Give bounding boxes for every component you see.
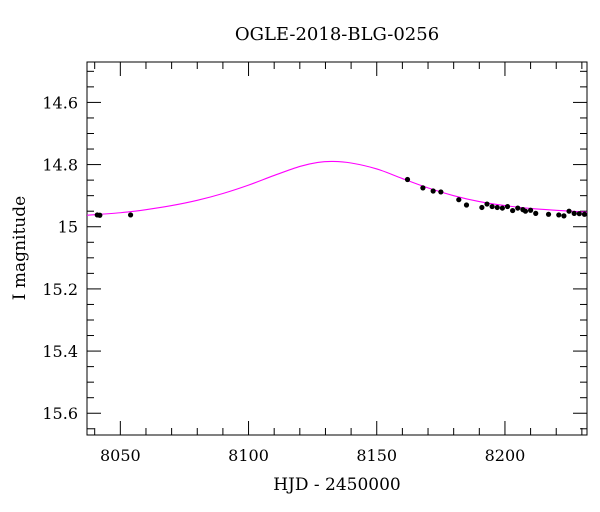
y-tick-label: 14.8: [42, 156, 78, 175]
data-point: [479, 204, 485, 211]
data-point: [97, 212, 103, 218]
y-axis-label: I magnitude: [10, 196, 30, 300]
data-point: [494, 204, 500, 211]
axis-ticks: [87, 62, 587, 435]
data-point: [463, 202, 470, 208]
plot-frame: [86, 61, 588, 436]
x-tick-label: 8100: [228, 446, 269, 465]
y-tick-label: 15.4: [42, 342, 78, 361]
y-tick-label: 15.6: [42, 404, 78, 423]
data-point: [430, 188, 436, 194]
data-point: [527, 207, 534, 213]
tick-labels: 8050 8100 8150 8200 14.6 14.8 15 15.2 15.4 15.6: [42, 93, 525, 465]
data-point: [561, 213, 567, 219]
data-point: [522, 208, 529, 214]
data-point: [484, 201, 490, 207]
data-point: [545, 211, 552, 217]
data-point: [499, 205, 505, 211]
data-point: [404, 176, 411, 183]
y-tick-label: 15: [58, 218, 78, 237]
data-point: [504, 203, 511, 210]
model-fit-curve: [86, 160, 588, 216]
x-axis-label: HJD - 2450000: [273, 475, 401, 495]
data-point: [127, 212, 134, 218]
x-tick-label: 8050: [100, 446, 141, 465]
data-point: [510, 207, 516, 214]
data-point: [556, 212, 562, 218]
data-point: [420, 185, 426, 191]
data-point: [571, 210, 577, 216]
data-point: [515, 205, 521, 211]
y-tick-label: 14.6: [42, 93, 78, 112]
data-point: [438, 189, 444, 195]
data-point: [533, 210, 539, 216]
data-points: [94, 176, 588, 219]
x-tick-label: 8150: [356, 446, 397, 465]
data-point: [566, 208, 572, 214]
data-point: [581, 211, 588, 217]
data-point: [576, 211, 582, 217]
data-point: [456, 197, 462, 203]
y-tick-label: 15.2: [42, 280, 78, 299]
x-tick-label: 8200: [485, 446, 526, 465]
data-point: [489, 203, 495, 210]
chart-title: OGLE-2018-BLG-0256: [235, 24, 439, 45]
